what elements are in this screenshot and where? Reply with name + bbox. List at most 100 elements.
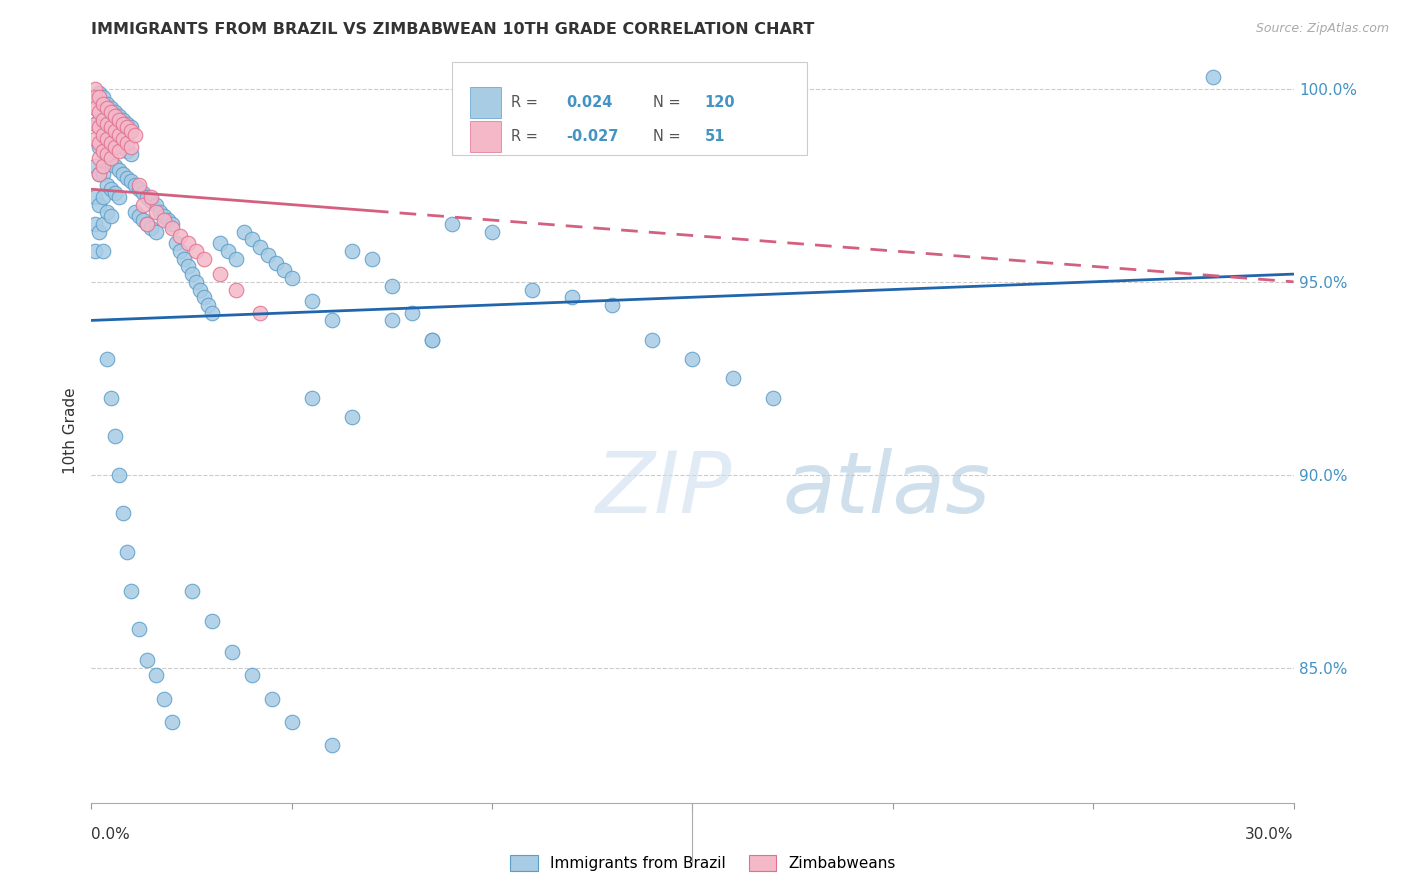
- Point: [104, 140, 127, 154]
- Text: N =: N =: [652, 128, 681, 144]
- Point: [89, 151, 111, 165]
- Point: [681, 351, 703, 366]
- Point: [128, 182, 150, 196]
- FancyBboxPatch shape: [470, 120, 501, 152]
- Point: [84, 132, 107, 146]
- Point: [321, 738, 343, 752]
- Text: R =: R =: [510, 128, 538, 144]
- Point: [84, 82, 107, 96]
- Point: [160, 714, 183, 729]
- Point: [193, 290, 215, 304]
- Point: [93, 89, 115, 103]
- Point: [561, 290, 583, 304]
- Point: [89, 89, 111, 103]
- Point: [108, 162, 131, 177]
- Point: [225, 283, 247, 297]
- Point: [96, 132, 118, 146]
- Text: 51: 51: [704, 128, 725, 144]
- Point: [89, 197, 111, 211]
- Point: [89, 167, 111, 181]
- Text: IMMIGRANTS FROM BRAZIL VS ZIMBABWEAN 10TH GRADE CORRELATION CHART: IMMIGRANTS FROM BRAZIL VS ZIMBABWEAN 10T…: [91, 22, 814, 37]
- Point: [93, 140, 115, 154]
- Point: [124, 128, 146, 143]
- Point: [141, 190, 163, 204]
- Point: [108, 467, 131, 482]
- Point: [340, 244, 363, 258]
- Point: [89, 112, 111, 127]
- Point: [89, 167, 111, 181]
- Point: [1202, 70, 1225, 85]
- Point: [100, 391, 122, 405]
- Point: [89, 136, 111, 150]
- Point: [93, 144, 115, 158]
- Text: 30.0%: 30.0%: [1246, 827, 1294, 841]
- Point: [121, 147, 143, 161]
- Point: [93, 97, 115, 112]
- Point: [132, 186, 155, 200]
- Point: [104, 109, 127, 123]
- Point: [141, 194, 163, 208]
- Point: [176, 236, 198, 251]
- Point: [96, 151, 118, 165]
- Point: [100, 101, 122, 115]
- Point: [273, 263, 295, 277]
- Point: [89, 120, 111, 135]
- Point: [762, 391, 785, 405]
- Text: 0.0%: 0.0%: [91, 827, 131, 841]
- Point: [152, 209, 174, 223]
- Point: [100, 120, 122, 135]
- Point: [112, 140, 135, 154]
- Point: [89, 86, 111, 100]
- Point: [128, 622, 150, 636]
- Point: [169, 244, 191, 258]
- Text: R =: R =: [510, 95, 538, 111]
- Point: [176, 260, 198, 274]
- Point: [232, 225, 254, 239]
- Point: [136, 190, 159, 204]
- Point: [145, 225, 167, 239]
- Text: Source: ZipAtlas.com: Source: ZipAtlas.com: [1256, 22, 1389, 36]
- Point: [169, 228, 191, 243]
- Text: 0.024: 0.024: [567, 95, 613, 111]
- Point: [136, 653, 159, 667]
- Point: [136, 217, 159, 231]
- Text: 120: 120: [704, 95, 735, 111]
- FancyBboxPatch shape: [451, 62, 807, 155]
- Point: [112, 112, 135, 127]
- Point: [121, 124, 143, 138]
- Point: [96, 147, 118, 161]
- Point: [148, 205, 170, 219]
- Point: [96, 351, 118, 366]
- Point: [104, 429, 127, 443]
- Point: [96, 178, 118, 193]
- Point: [100, 136, 122, 150]
- Point: [208, 236, 231, 251]
- Point: [381, 278, 404, 293]
- Point: [108, 112, 131, 127]
- Point: [401, 306, 423, 320]
- Point: [201, 306, 224, 320]
- Point: [104, 105, 127, 120]
- Point: [141, 220, 163, 235]
- Point: [84, 159, 107, 173]
- Point: [93, 159, 115, 173]
- Point: [108, 190, 131, 204]
- Text: atlas: atlas: [783, 449, 991, 532]
- Point: [301, 294, 323, 309]
- Point: [117, 117, 139, 131]
- Point: [188, 283, 211, 297]
- Point: [420, 333, 443, 347]
- Point: [117, 144, 139, 158]
- Point: [641, 333, 664, 347]
- Point: [152, 691, 174, 706]
- Point: [136, 217, 159, 231]
- Point: [89, 225, 111, 239]
- Point: [360, 252, 382, 266]
- Point: [104, 124, 127, 138]
- Point: [93, 167, 115, 181]
- Point: [132, 213, 155, 227]
- Point: [112, 132, 135, 146]
- Point: [93, 217, 115, 231]
- Point: [264, 255, 287, 269]
- Point: [160, 217, 183, 231]
